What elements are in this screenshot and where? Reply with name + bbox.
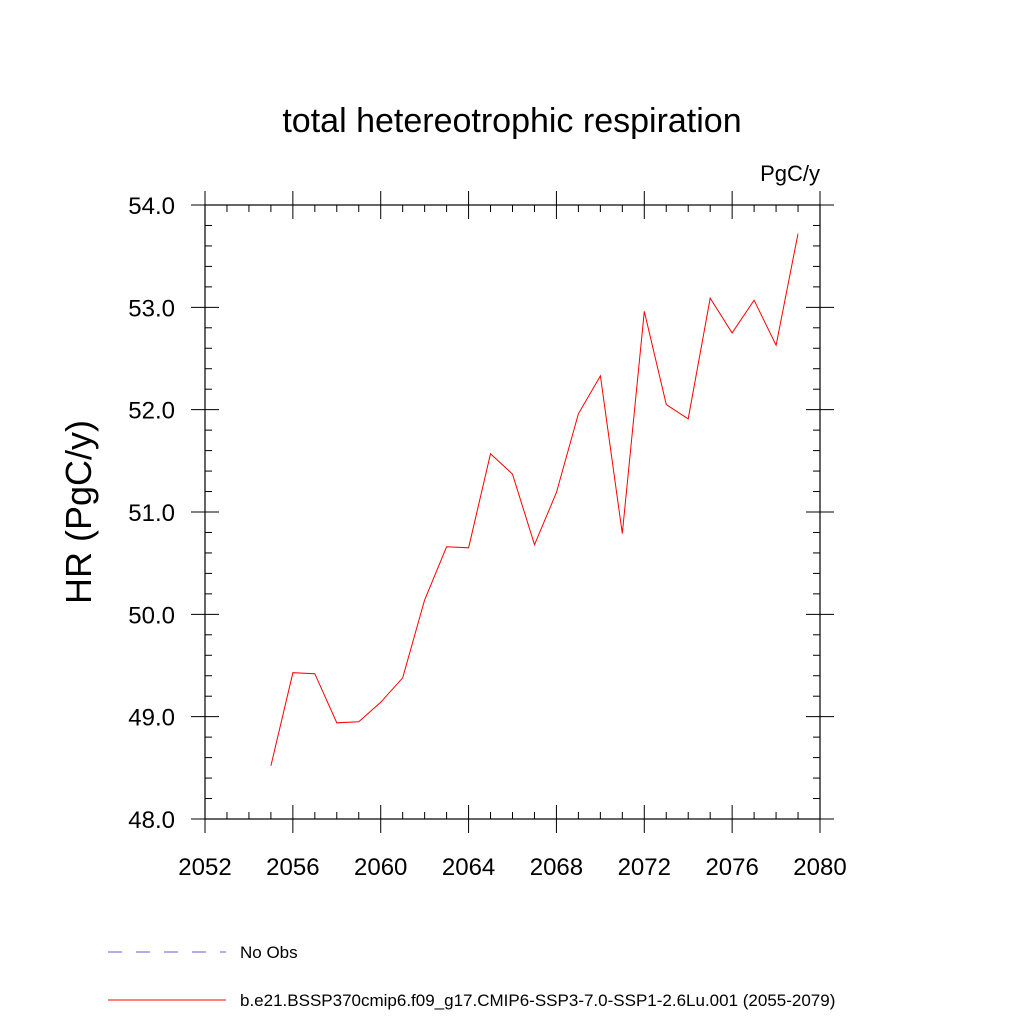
y-tick-label: 54.0	[128, 193, 175, 220]
chart-title: total hetereotrophic respiration	[282, 102, 741, 140]
y-tick-labels: 48.0 49.0 50.0 51.0 52.0 53.0 54.0	[128, 193, 175, 834]
y-tick-label: 53.0	[128, 295, 175, 322]
y-tick-label: 52.0	[128, 398, 175, 425]
y-tick-label: 49.0	[128, 705, 175, 732]
x-tick-label: 2080	[793, 854, 846, 881]
y-tick-label: 51.0	[128, 500, 175, 527]
x-tick-label: 2060	[354, 854, 407, 881]
y-axis-label: HR (PgC/y)	[58, 420, 99, 604]
y-tick-label: 50.0	[128, 602, 175, 629]
x-tick-label: 2064	[442, 854, 495, 881]
axis-ticks	[191, 191, 834, 833]
legend-no-obs-label: No Obs	[240, 943, 298, 962]
y-tick-label: 48.0	[128, 807, 175, 834]
legend-model-label: b.e21.BSSP370cmip6.f09_g17.CMIP6-SSP3-7.…	[240, 991, 835, 1010]
series-group	[270, 233, 799, 766]
x-tick-label: 2052	[178, 854, 231, 881]
series-line	[270, 233, 799, 766]
x-tick-labels: 2052 2056 2060 2064 2068 2072 2076 2080	[178, 854, 846, 881]
x-tick-label: 2056	[266, 854, 319, 881]
x-tick-label: 2072	[618, 854, 671, 881]
units-label: PgC/y	[760, 161, 820, 186]
plot-frame	[204, 204, 821, 820]
x-tick-label: 2068	[530, 854, 583, 881]
x-tick-label: 2076	[705, 854, 758, 881]
